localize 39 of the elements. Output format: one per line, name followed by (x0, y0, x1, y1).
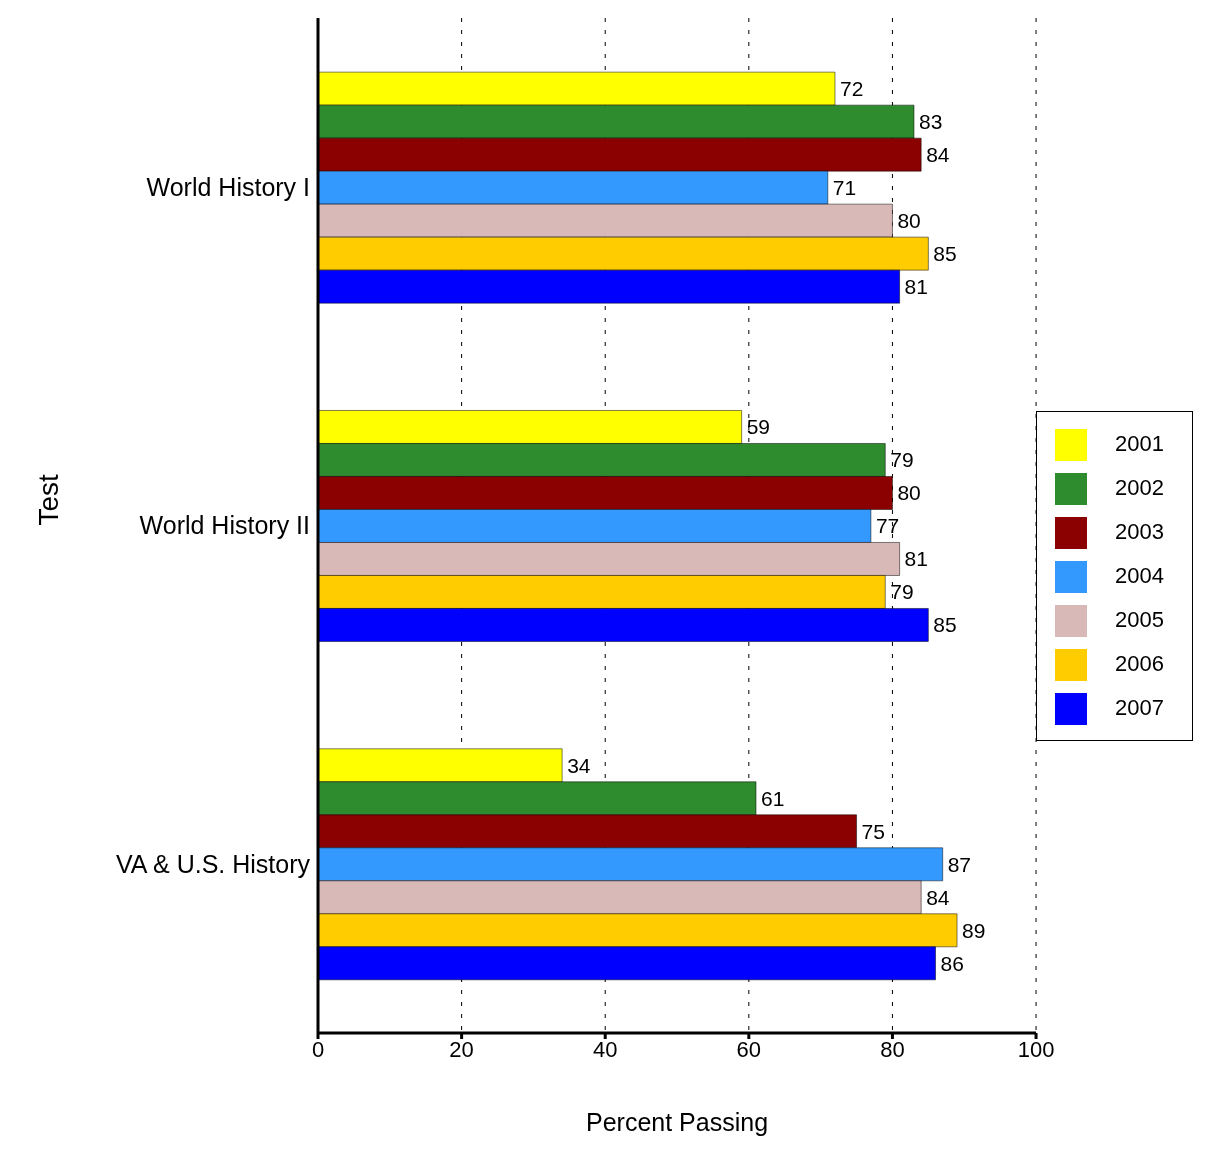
legend-label: 2002 (1115, 474, 1164, 500)
x-axis-title: Percent Passing (586, 1107, 769, 1136)
y-tick-label: World History I (146, 173, 310, 202)
data-label: 81 (904, 275, 928, 299)
data-label: 34 (567, 753, 591, 777)
legend-label: 2001 (1115, 430, 1164, 456)
x-tick-label: 20 (449, 1036, 474, 1062)
data-label: 61 (761, 786, 785, 810)
data-label: 81 (904, 547, 928, 571)
x-tick-label: 80 (880, 1036, 905, 1062)
data-label: 83 (918, 110, 943, 134)
data-label: 71 (832, 176, 857, 200)
data-label: 72 (839, 77, 864, 101)
legend-label: 2006 (1115, 650, 1164, 676)
data-label: 85 (933, 613, 957, 637)
data-label: 89 (962, 918, 986, 942)
legend-label: 2007 (1115, 694, 1164, 720)
data-label: 84 (926, 143, 950, 167)
data-label: 79 (890, 448, 914, 472)
y-tick-label: VA & U.S. History (115, 849, 311, 878)
data-label: 59 (746, 415, 771, 439)
data-label: 85 (933, 242, 957, 266)
data-label: 77 (875, 514, 900, 538)
x-tick-label: 0 (311, 1036, 325, 1062)
legend-label: 2003 (1115, 518, 1164, 544)
data-label: 86 (940, 951, 964, 975)
x-tick-label: 40 (592, 1036, 618, 1062)
data-label: 80 (897, 481, 921, 505)
y-tick-label: World History II (139, 511, 310, 540)
x-tick-label: 60 (736, 1036, 762, 1062)
data-label: 87 (947, 852, 972, 876)
data-label: 80 (897, 209, 921, 233)
legend-label: 2004 (1115, 562, 1164, 588)
legend-label: 2005 (1115, 606, 1164, 632)
data-label: 79 (890, 580, 914, 604)
data-label: 75 (861, 819, 885, 843)
data-label: 84 (926, 885, 950, 909)
x-tick-label: 100 (1017, 1036, 1055, 1062)
y-axis-title: Test (32, 473, 64, 526)
